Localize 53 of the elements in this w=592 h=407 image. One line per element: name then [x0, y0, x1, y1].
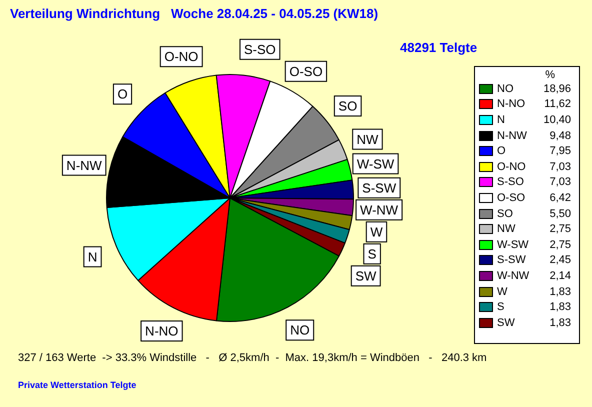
chart-title: Verteilung Windrichtung Woche 28.04.25 - 04.05.25 (KW18) — [10, 6, 378, 21]
slice-label: SO — [338, 98, 358, 114]
chart-subtitle: 48291 Telgte — [400, 40, 478, 55]
legend-label: N-NO — [497, 98, 526, 110]
legend-label: W — [497, 286, 508, 298]
legend-label: O-NO — [497, 160, 527, 173]
data-label: 2,75 — [548, 238, 571, 251]
slice-label: O-NO — [164, 49, 198, 64]
slice-label: SW — [355, 268, 378, 284]
slice-label: NO — [290, 322, 310, 338]
slice-label: W-SW — [356, 156, 395, 172]
slice-label: S-SO — [244, 42, 276, 57]
data-label: 7,03 — [548, 160, 571, 173]
text: Private Wetterstation Telgte — [18, 380, 136, 390]
data-label: 11,62 — [543, 98, 571, 110]
legend-label: SW — [497, 316, 516, 329]
legend-label: W-SW — [497, 238, 530, 251]
legend-label: SO — [497, 208, 514, 220]
slice-label: S-SW — [362, 180, 397, 196]
data-label: 9,48 — [548, 130, 571, 142]
text: 327 / 163 Werte -> 33.3% Windstille - Ø 2,5km/h - Max. 19,3km/h = Windböen - 240.3 km — [18, 352, 487, 364]
legend-title: % — [544, 69, 556, 81]
legend-label: S-SW — [497, 254, 527, 266]
legend-label: NW — [497, 223, 516, 236]
legend-label: NO — [497, 82, 514, 95]
data-label: 5,50 — [548, 208, 571, 220]
data-label: 1,83 — [548, 286, 571, 298]
legend-label: W-NW — [497, 270, 530, 282]
data-label: 1,83 — [548, 316, 571, 329]
legend-label: S-SO — [497, 176, 525, 188]
data-label: 6,42 — [548, 192, 571, 204]
data-label: 7,03 — [548, 176, 571, 188]
slice-label: N — [88, 249, 98, 264]
slice-label: W — [370, 224, 384, 240]
legend-label: N-NW — [497, 130, 528, 142]
slice-label: S — [368, 246, 377, 262]
slice-label: N-NO — [145, 324, 178, 339]
data-label: 1,83 — [548, 301, 571, 314]
data-label: 7,95 — [548, 145, 571, 158]
legend-label: O-SO — [497, 192, 526, 204]
slice-label: W-NW — [360, 202, 399, 218]
legend-label: S — [497, 301, 506, 314]
slice-label: O-SO — [289, 64, 323, 79]
slice-label: NW — [356, 132, 380, 147]
data-label: 2,14 — [548, 270, 571, 282]
data-label: 2,75 — [548, 223, 571, 236]
slice-label: O — [117, 86, 128, 102]
data-label: 2,45 — [548, 254, 571, 266]
legend-label: O — [497, 145, 507, 158]
data-label: 10,40 — [542, 114, 571, 126]
legend-label: N — [497, 114, 506, 126]
slice-label: N-NW — [66, 158, 103, 173]
data-label: 18,96 — [542, 82, 571, 95]
